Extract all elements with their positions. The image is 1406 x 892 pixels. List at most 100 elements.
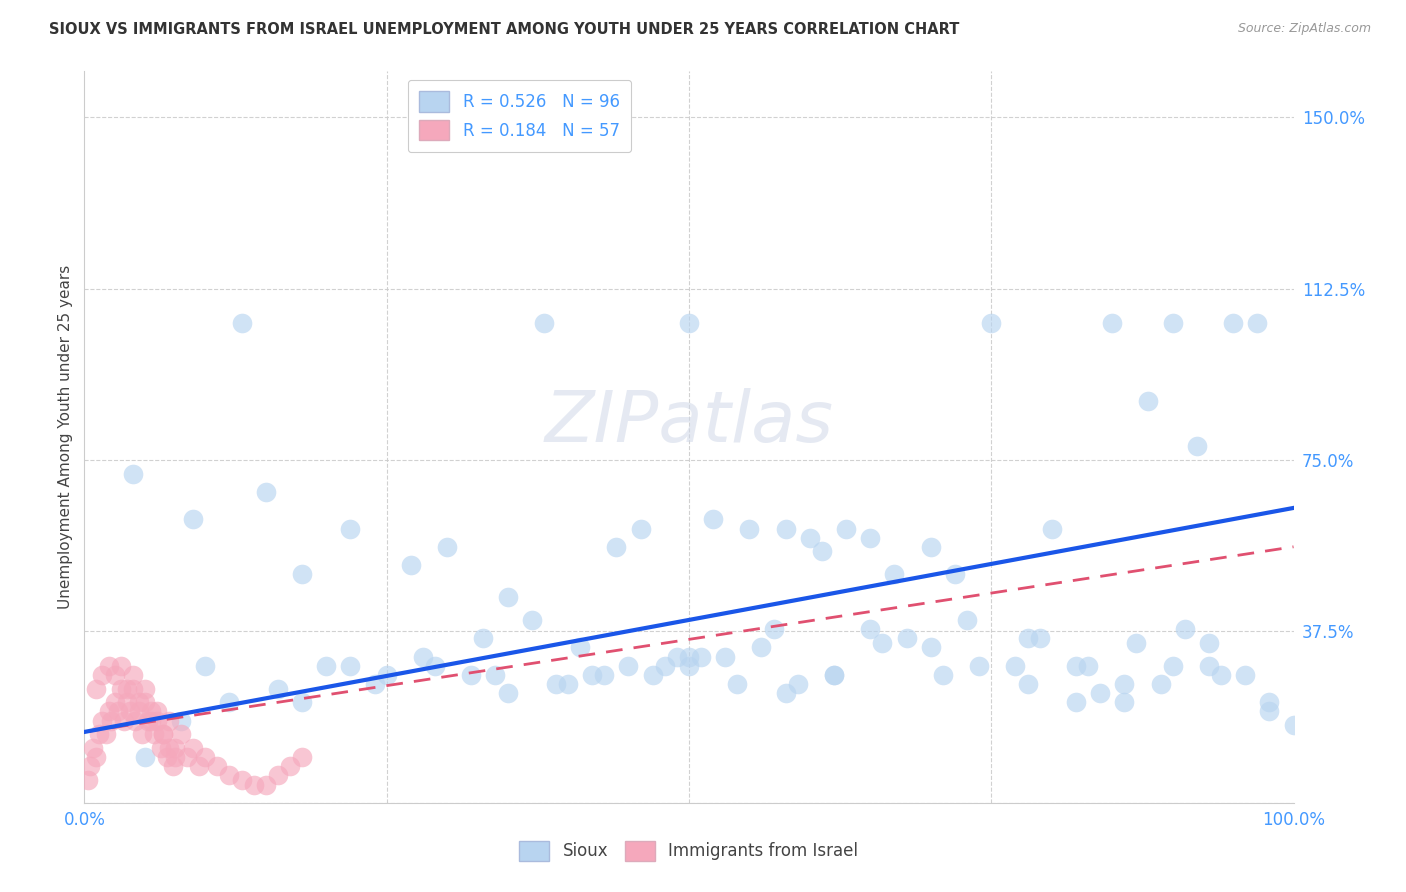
Point [107,705,129,719]
Point [124,714,146,728]
Point [569,640,592,655]
Point [665,649,688,664]
Point [1017,677,1039,691]
Point [762,622,785,636]
Point [557,677,579,691]
Point [91,667,114,681]
Point [1004,658,1026,673]
Point [339,521,361,535]
Point [139,714,162,728]
Point [97,705,120,719]
Point [751,640,773,655]
Point [859,622,882,636]
Point [139,705,162,719]
Point [165,740,187,755]
Point [291,750,314,764]
Point [714,649,737,664]
Point [155,750,177,764]
Point [1064,658,1087,673]
Point [967,658,990,673]
Point [738,521,761,535]
Point [980,316,1002,330]
Point [1234,667,1257,681]
Point [775,686,797,700]
Point [1088,686,1111,700]
Point [104,667,127,681]
Point [267,681,290,696]
Point [128,695,150,709]
Point [872,636,894,650]
Point [254,485,277,500]
Point [86,681,108,696]
Point [115,695,138,709]
Point [496,686,519,700]
Point [152,727,174,741]
Point [138,714,160,728]
Point [1017,632,1039,646]
Text: ZIPatlas: ZIPatlas [544,388,834,457]
Point [100,714,122,728]
Point [835,521,858,535]
Point [1137,393,1160,408]
Point [134,681,156,696]
Point [1246,316,1268,330]
Point [115,681,138,696]
Point [112,714,135,728]
Point [786,677,808,691]
Point [291,695,314,709]
Point [143,727,166,741]
Point [956,613,979,627]
Point [859,531,882,545]
Text: Source: ZipAtlas.com: Source: ZipAtlas.com [1237,22,1371,36]
Point [1161,316,1184,330]
Point [1149,677,1171,691]
Point [605,540,627,554]
Legend: Sioux, Immigrants from Israel: Sioux, Immigrants from Israel [513,834,865,868]
Point [1258,695,1281,709]
Point [617,658,640,673]
Point [97,658,120,673]
Point [242,778,264,792]
Point [1185,439,1208,453]
Point [157,740,180,755]
Point [146,714,169,728]
Point [363,677,385,691]
Point [121,467,143,481]
Point [1198,636,1220,650]
Point [339,658,361,673]
Point [678,316,700,330]
Point [1198,658,1220,673]
Point [131,727,153,741]
Point [77,772,100,787]
Point [1161,658,1184,673]
Point [188,759,211,773]
Point [134,750,156,764]
Point [399,558,422,573]
Point [412,649,434,664]
Point [460,667,482,681]
Point [883,567,905,582]
Point [678,658,700,673]
Point [544,677,567,691]
Point [128,705,150,719]
Point [593,667,616,681]
Point [86,750,108,764]
Point [702,512,724,526]
Point [375,667,398,681]
Point [181,740,204,755]
Point [1282,718,1305,732]
Point [82,740,104,755]
Point [943,567,966,582]
Point [176,750,198,764]
Point [278,759,301,773]
Point [207,759,229,773]
Point [291,567,314,582]
Y-axis label: Unemployment Among Youth under 25 years: Unemployment Among Youth under 25 years [58,265,73,609]
Point [146,705,169,719]
Point [1114,677,1136,691]
Point [91,714,114,728]
Point [630,521,652,535]
Point [181,512,204,526]
Point [121,681,143,696]
Point [725,677,748,691]
